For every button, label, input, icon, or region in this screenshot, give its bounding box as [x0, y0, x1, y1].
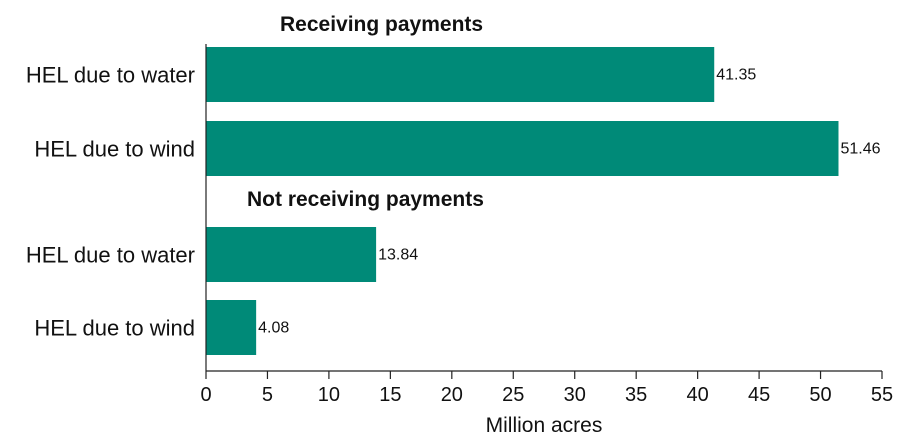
x-tick-label: 10: [318, 384, 340, 406]
x-tick-label: 55: [871, 384, 893, 406]
x-axis-title: Million acres: [486, 414, 603, 437]
category-label: HEL due to wind: [34, 316, 195, 341]
category-label: HEL due to wind: [34, 137, 195, 162]
x-tick-label: 35: [625, 384, 647, 406]
data-label: 4.08: [258, 320, 289, 337]
axes: [205, 44, 882, 372]
data-labels: 41.35 51.46 13.84 4.08: [258, 67, 880, 337]
data-label: 41.35: [716, 67, 756, 84]
bar: [206, 300, 257, 355]
group-title: Not receiving payments: [247, 188, 484, 211]
category-label: HEL due to water: [26, 63, 195, 88]
x-tick-label: 50: [809, 384, 831, 406]
bar: [206, 121, 839, 176]
x-tick-label: 40: [687, 384, 709, 406]
x-tick-label: 20: [441, 384, 463, 406]
category-label: HEL due to water: [26, 243, 195, 268]
x-axis-ticks: 0 5 10 15 20 25 30 35 40 45 50 55: [200, 371, 893, 406]
x-tick-label: 30: [564, 384, 586, 406]
data-label: 51.46: [840, 141, 880, 158]
x-tick-label: 5: [262, 384, 273, 406]
category-labels: HEL due to water HEL due to wind HEL due t…: [26, 63, 195, 341]
x-tick-label: 45: [748, 384, 770, 406]
x-tick-label: 0: [200, 384, 211, 406]
group-titles: Receiving payments Not receiving payments: [247, 13, 484, 211]
x-tick-label: 25: [502, 384, 524, 406]
data-label: 13.84: [378, 247, 418, 264]
group-title: Receiving payments: [280, 13, 483, 36]
x-tick-label: 15: [379, 384, 401, 406]
bar: [206, 227, 377, 282]
bar: [206, 47, 715, 102]
bars: [206, 47, 839, 355]
